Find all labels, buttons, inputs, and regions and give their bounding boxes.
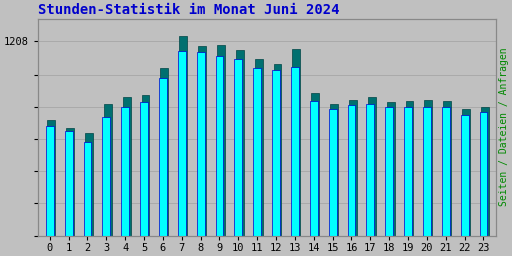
Bar [85,133,93,236]
Bar [198,46,206,236]
Bar [83,142,92,236]
Bar [291,67,299,236]
Bar [367,104,374,236]
Bar [292,49,301,236]
Bar [368,97,376,236]
Bar [178,51,186,236]
Bar [480,112,487,236]
Bar [330,104,338,236]
Bar [216,56,223,236]
Bar [236,50,244,236]
Bar [404,107,412,236]
Bar [310,101,318,236]
Bar [311,93,319,236]
Bar [160,68,168,236]
Bar [424,100,432,236]
Bar [442,107,450,236]
Bar [234,59,242,236]
Bar [349,100,357,236]
Bar [272,70,280,236]
Bar [385,107,393,236]
Bar [123,97,131,236]
Bar [273,64,282,236]
Bar [254,59,263,236]
Bar [461,115,468,236]
Bar [140,102,148,236]
Text: Stunden-Statistik im Monat Juni 2024: Stunden-Statistik im Monat Juni 2024 [37,4,339,17]
Bar [46,126,54,236]
Y-axis label: Seiten / Dateien / Anfragen: Seiten / Dateien / Anfragen [499,48,508,206]
Bar [47,120,55,236]
Bar [329,109,336,236]
Bar [66,128,74,236]
Bar [481,107,489,236]
Bar [104,104,112,236]
Bar [406,101,414,236]
Bar [217,45,225,236]
Bar [102,117,110,236]
Bar [348,105,355,236]
Bar [179,36,187,236]
Bar [387,102,395,236]
Bar [65,131,73,236]
Bar [443,101,451,236]
Bar [423,107,431,236]
Bar [462,109,470,236]
Bar [141,95,150,236]
Bar [159,78,167,236]
Bar [197,52,205,236]
Bar [253,68,261,236]
Bar [121,107,129,236]
